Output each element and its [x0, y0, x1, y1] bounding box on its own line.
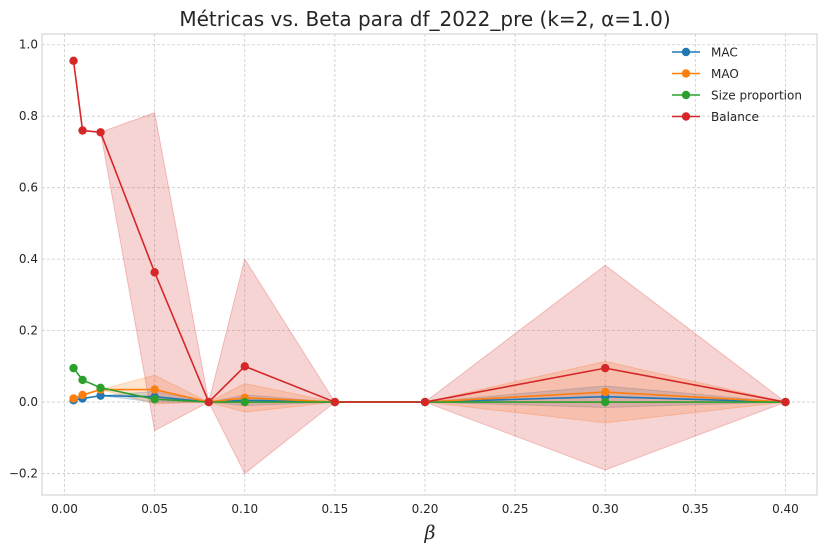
series-line-size-proportion — [72, 367, 786, 403]
data-point-size-proportion — [240, 397, 249, 407]
y-tick-label: 0.2 — [19, 324, 38, 338]
legend-label-mac: MAC — [711, 46, 738, 60]
y-tick-label: 0.0 — [19, 395, 38, 409]
band-balance — [73, 60, 787, 475]
series-line-balance — [72, 60, 786, 404]
chart-title: Métricas vs. Beta para df_2022_pre (k=2,… — [179, 7, 670, 31]
legend-marker-balance — [681, 112, 691, 121]
legend: MAC MAO Size proportion Balance — [672, 46, 802, 124]
x-tick-label: 0.15 — [322, 502, 349, 516]
confidence-bands — [73, 60, 787, 475]
data-point-balance — [420, 397, 430, 407]
data-point-balance — [601, 363, 610, 373]
data-point-balance — [330, 397, 340, 407]
data-point-mao — [601, 387, 610, 397]
data-point-mac — [96, 391, 105, 400]
y-tick-label: 1.0 — [19, 38, 38, 52]
series-line-mac — [73, 394, 786, 403]
legend-marker-mac — [681, 47, 691, 57]
data-point-balance — [150, 268, 159, 277]
legend-label-size-proportion: Size proportion — [711, 89, 802, 103]
data-point-balance — [204, 397, 213, 407]
data-point-balance — [78, 126, 87, 135]
axes: 0.00 0.05 0.10 0.15 0.20 0.25 0.30 0.35 0.40 −0.2… — [9, 33, 818, 516]
data-point-mao — [69, 394, 78, 403]
series-line-mao — [73, 388, 786, 403]
legend-label-balance: Balance — [711, 110, 759, 124]
data-point-balance — [69, 56, 78, 66]
x-axis-label: β — [424, 522, 436, 544]
y-tick-label: −0.2 — [9, 467, 38, 481]
legend-label-mao: MAO — [711, 67, 739, 81]
data-point-mao — [78, 390, 87, 400]
data-point-size-proportion — [96, 383, 105, 392]
data-point-size-proportion — [150, 395, 159, 404]
data-point-balance — [240, 362, 249, 371]
series-lines — [69, 56, 790, 407]
y-tick-label: 0.6 — [19, 181, 38, 195]
data-point-size-proportion — [69, 363, 78, 373]
x-tick-label: 0.40 — [772, 502, 799, 516]
plot-frame — [41, 33, 818, 496]
x-tick-label: 0.00 — [51, 502, 78, 516]
legend-marker-size-proportion — [681, 90, 691, 100]
x-tick-label: 0.35 — [682, 502, 709, 516]
x-tick-label: 0.05 — [141, 502, 168, 516]
data-point-size-proportion — [78, 375, 87, 385]
y-tick-label: 0.4 — [19, 252, 38, 266]
x-tick-label: 0.20 — [412, 502, 439, 516]
data-point-size-proportion — [601, 397, 610, 407]
x-tick-label: 0.25 — [502, 502, 529, 516]
data-point-balance — [781, 397, 790, 407]
x-tick-label: 0.30 — [592, 502, 619, 516]
x-tick-label: 0.10 — [231, 502, 258, 516]
y-tick-label: 0.8 — [19, 109, 38, 123]
data-point-mao — [150, 385, 159, 394]
data-point-balance — [96, 128, 105, 137]
legend-marker-mao — [681, 69, 691, 78]
